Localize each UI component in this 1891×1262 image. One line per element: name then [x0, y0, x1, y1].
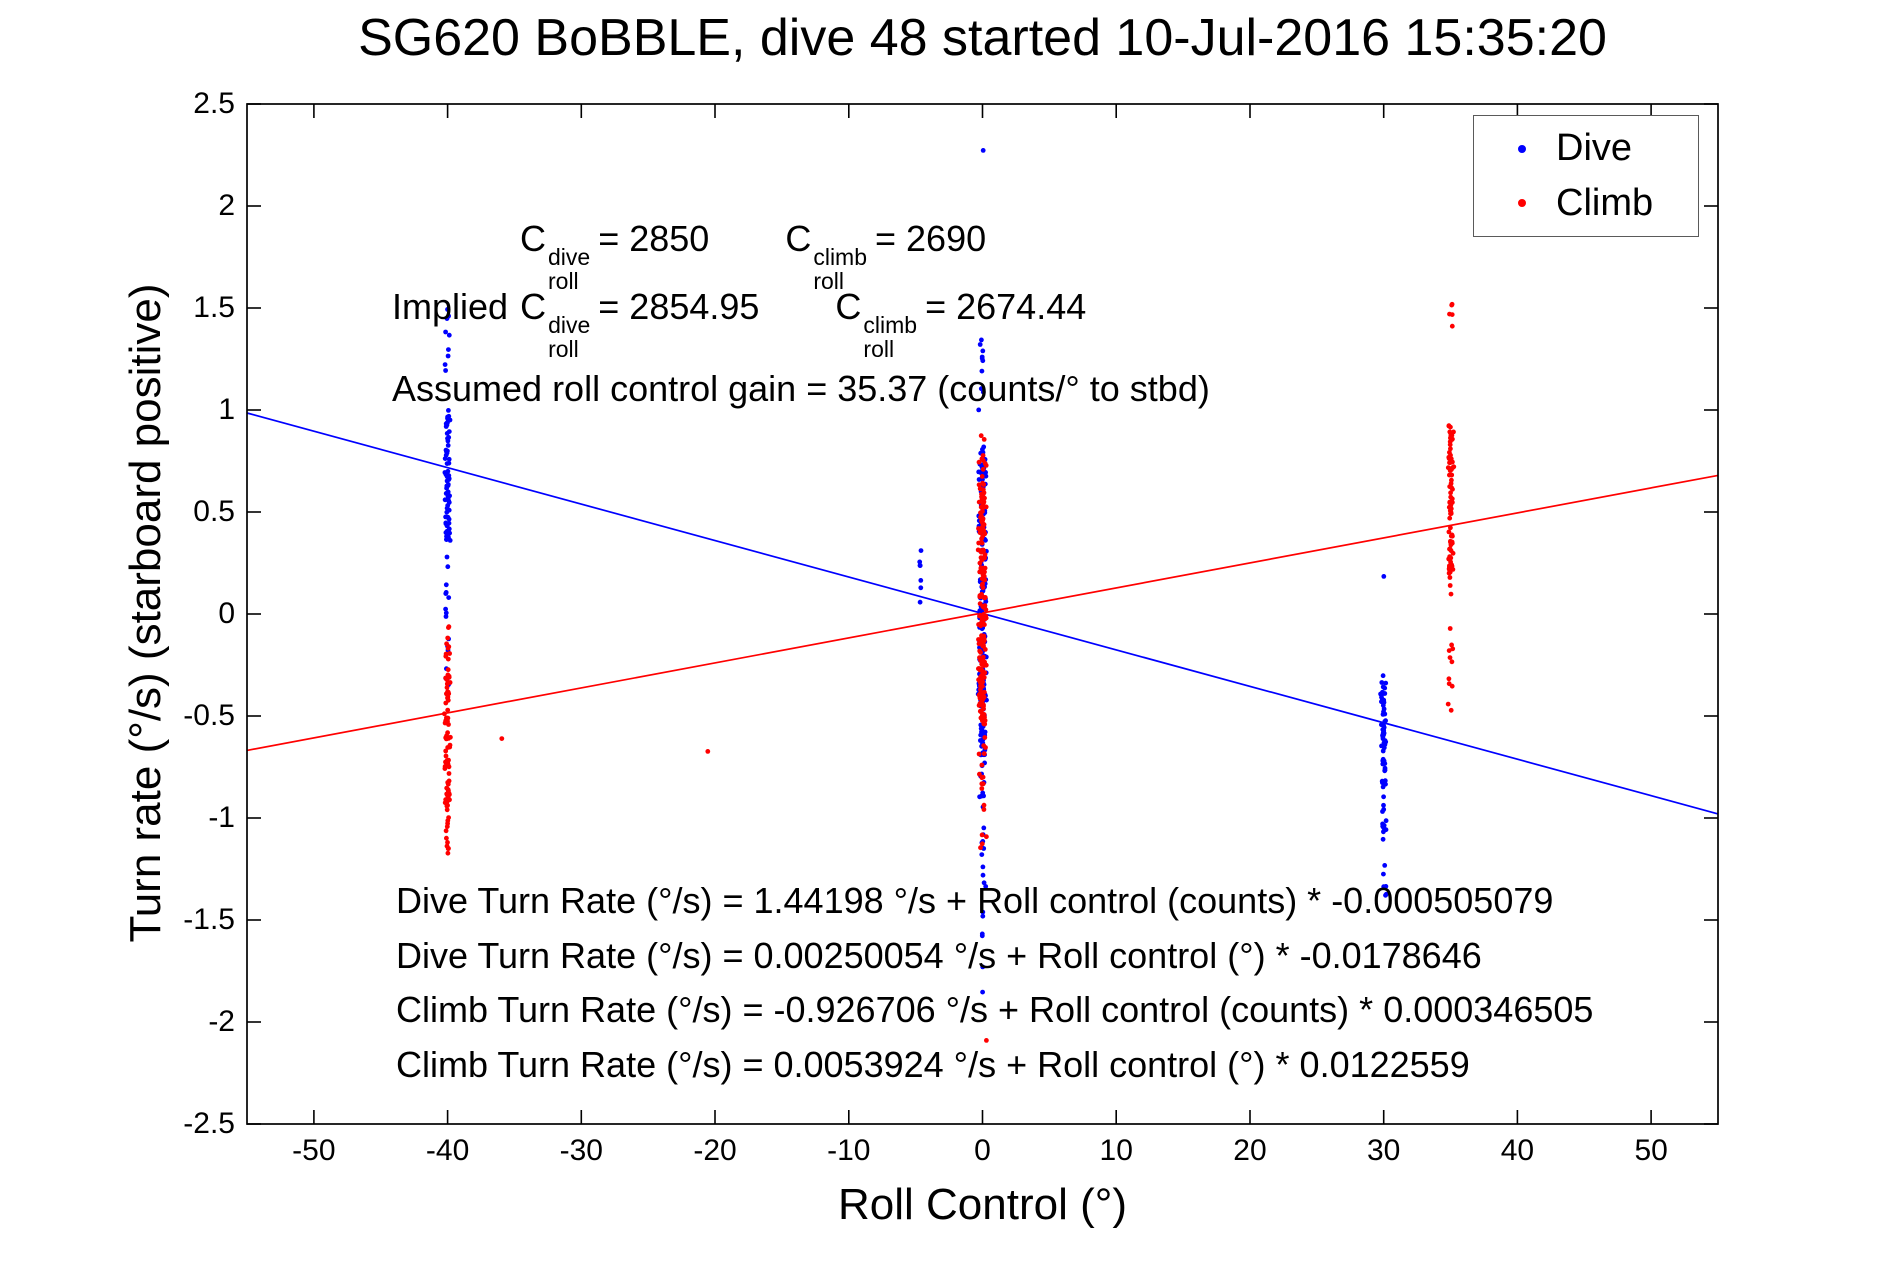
y-tick-label: 1: [218, 393, 235, 426]
x-tick-label: -20: [693, 1134, 737, 1167]
y-tick-label: -1: [208, 801, 235, 834]
gain-annotation: Assumed roll control gain = 35.37 (count…: [392, 368, 1210, 409]
x-tick-label: -50: [292, 1134, 336, 1167]
x-tick-label: 40: [1500, 1134, 1535, 1167]
c-scripts: climb roll: [863, 313, 917, 361]
x-tick-label: 50: [1634, 1134, 1668, 1167]
c-sup: climb: [813, 244, 867, 270]
legend-item-dive: Dive: [1474, 127, 1698, 170]
y-tick-label: 0.5: [193, 495, 235, 528]
c-eq: = 2674.44: [925, 286, 1087, 327]
c-base: C: [835, 286, 862, 327]
y-tick-label: -0.5: [183, 699, 235, 732]
y-tick-label: -1.5: [183, 903, 235, 936]
c-sub: roll: [548, 268, 579, 295]
x-tick-label: -30: [559, 1134, 603, 1167]
c-sub: roll: [813, 268, 844, 295]
x-tick-label: 30: [1366, 1134, 1401, 1167]
c-base: C: [520, 286, 547, 327]
c-eq: = 2850: [598, 218, 710, 259]
c-scripts: dive roll: [548, 313, 590, 361]
c-scripts: dive roll: [548, 245, 590, 293]
climb-equation-degrees: Climb Turn Rate (°/s) = 0.0053924 °/s + …: [396, 1044, 1470, 1085]
y-tick-label: -2.5: [183, 1107, 235, 1140]
climb-marker-icon: [1518, 199, 1526, 208]
c-base: C: [785, 218, 812, 259]
c-sub: roll: [863, 336, 895, 363]
x-axis-label: Roll Control (°): [838, 1180, 1127, 1229]
coeff-prefix: Implied: [392, 286, 509, 327]
y-tick-label: 2: [218, 189, 235, 222]
dive-marker-icon: [1518, 144, 1526, 153]
x-tick-label: -40: [425, 1134, 470, 1167]
dive-equation-counts: Dive Turn Rate (°/s) = 1.44198 °/s + Rol…: [396, 880, 1554, 921]
x-tick-label: -10: [827, 1134, 871, 1167]
c-sup: climb: [863, 312, 918, 338]
x-tick-label: 20: [1233, 1134, 1267, 1167]
c-eq: = 2690: [875, 218, 987, 259]
c-eq: = 2854.95: [598, 286, 760, 327]
chart-title: SG620 BoBBLE, dive 48 started 10-Jul-201…: [358, 9, 1607, 67]
c-scripts: climb roll: [813, 245, 867, 293]
c-sub: roll: [548, 336, 579, 363]
legend-label-dive: Dive: [1556, 127, 1633, 170]
x-tick-label: 10: [1099, 1134, 1133, 1167]
x-tick-label: 0: [974, 1134, 991, 1167]
legend: Dive Climb: [1473, 115, 1699, 237]
c-sup: dive: [548, 244, 591, 270]
y-tick-label: 2.5: [193, 87, 235, 120]
climb-equation-counts: Climb Turn Rate (°/s) = -0.926706 °/s + …: [396, 989, 1594, 1030]
legend-label-climb: Climb: [1556, 181, 1654, 224]
legend-item-climb: Climb: [1474, 182, 1698, 225]
y-tick-label: 1.5: [193, 291, 235, 324]
y-tick-label: -2: [208, 1005, 235, 1038]
dive-equation-degrees: Dive Turn Rate (°/s) = 0.00250054 °/s + …: [396, 935, 1482, 976]
c-base: C: [520, 218, 546, 259]
c-sup: dive: [548, 312, 591, 338]
y-tick-label: 0: [218, 597, 235, 630]
